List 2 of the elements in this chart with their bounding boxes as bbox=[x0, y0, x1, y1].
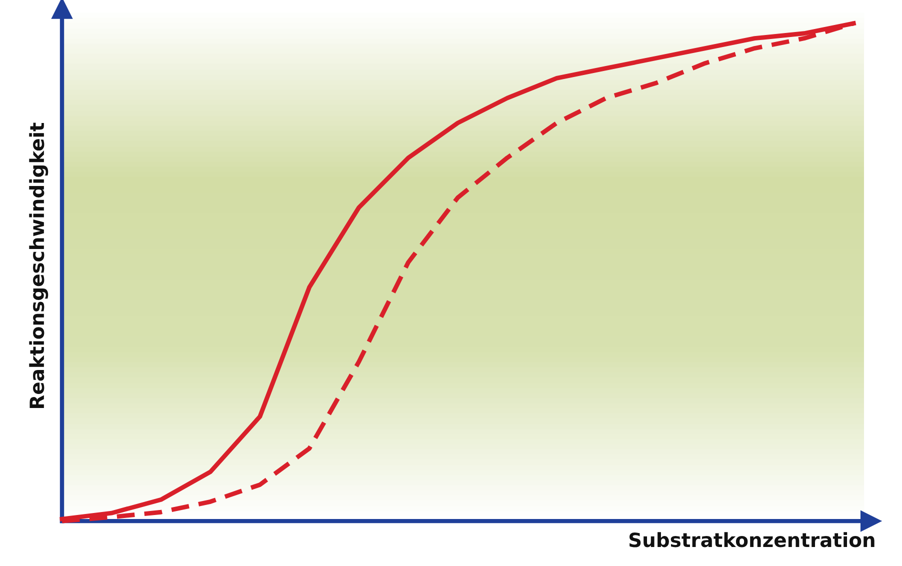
x-axis-title: Substratkonzentration bbox=[629, 532, 874, 548]
y-axis-title: Reaktionsgeschwindigkeit bbox=[29, 122, 48, 408]
